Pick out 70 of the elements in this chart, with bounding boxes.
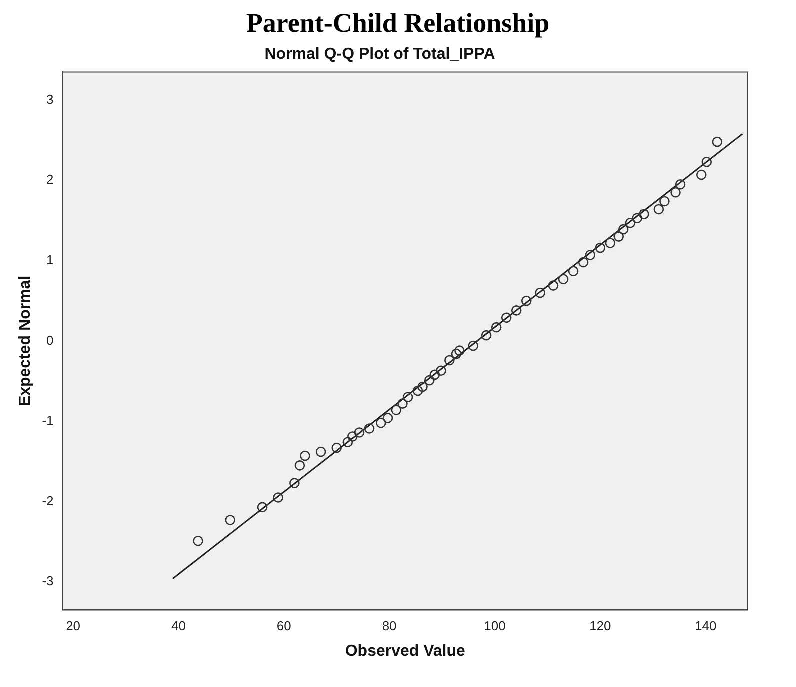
- point: [402, 392, 414, 403]
- x-tick-label: 60: [276, 618, 292, 634]
- point: [454, 346, 465, 356]
- y-tick-label: -2: [42, 493, 54, 508]
- point: [290, 478, 300, 488]
- point: [702, 156, 712, 168]
- point: [535, 288, 546, 298]
- point: [316, 446, 326, 458]
- point: [364, 424, 375, 434]
- x-tick-label: 80: [382, 618, 397, 634]
- point: [558, 274, 569, 285]
- point: [632, 213, 642, 224]
- point: [568, 266, 579, 276]
- point: [436, 366, 446, 376]
- x-tick-label: 20: [66, 618, 81, 634]
- y-tick-label: -1: [42, 413, 54, 428]
- x-tick-label: 40: [171, 618, 186, 634]
- x-tick-label: 140: [694, 618, 717, 634]
- point: [225, 515, 236, 526]
- point: [391, 405, 402, 416]
- point: [618, 224, 629, 235]
- point: [382, 413, 394, 424]
- point: [193, 536, 204, 546]
- y-axis-title: Expected Normal: [17, 276, 34, 407]
- y-tick-label: 2: [46, 172, 54, 188]
- point: [501, 312, 512, 324]
- point: [398, 398, 408, 409]
- x-tick-label: 100: [484, 618, 506, 634]
- point: [491, 322, 502, 333]
- point: [257, 502, 268, 513]
- point: [451, 348, 462, 360]
- point: [294, 460, 306, 471]
- point: [511, 306, 522, 316]
- y-tick-label: 3: [46, 92, 54, 107]
- point: [481, 330, 492, 341]
- chart-subtitle: Normal Q-Q Plot of Total_IPPA: [264, 46, 496, 64]
- point: [712, 136, 723, 148]
- point: [670, 188, 681, 198]
- point: [585, 250, 596, 260]
- point: [348, 432, 358, 442]
- point: [412, 386, 424, 396]
- point: [424, 375, 435, 386]
- point: [376, 418, 386, 428]
- point: [342, 437, 354, 448]
- point: [273, 492, 284, 503]
- point: [654, 204, 664, 215]
- point: [521, 296, 532, 306]
- point: [354, 428, 365, 438]
- point: [418, 382, 428, 392]
- point: [696, 170, 707, 180]
- point: [675, 179, 686, 190]
- point: [660, 196, 670, 207]
- point: [468, 340, 479, 352]
- point: [430, 370, 440, 380]
- y-tick-label: -3: [42, 574, 54, 589]
- point: [625, 218, 636, 228]
- x-axis-title: Observed Value: [345, 642, 466, 660]
- point: [548, 280, 559, 291]
- y-tick-label: 1: [46, 252, 54, 268]
- y-tick-label: 0: [46, 332, 54, 348]
- chart-title: Parent-Child Relationship: [245, 8, 551, 39]
- point: [639, 209, 650, 220]
- point: [300, 450, 310, 462]
- point: [595, 242, 606, 254]
- point: [605, 238, 616, 248]
- point: [444, 355, 455, 366]
- point: [332, 442, 342, 454]
- point: [578, 257, 589, 268]
- point: [614, 232, 624, 242]
- x-tick-label: 120: [590, 618, 612, 634]
